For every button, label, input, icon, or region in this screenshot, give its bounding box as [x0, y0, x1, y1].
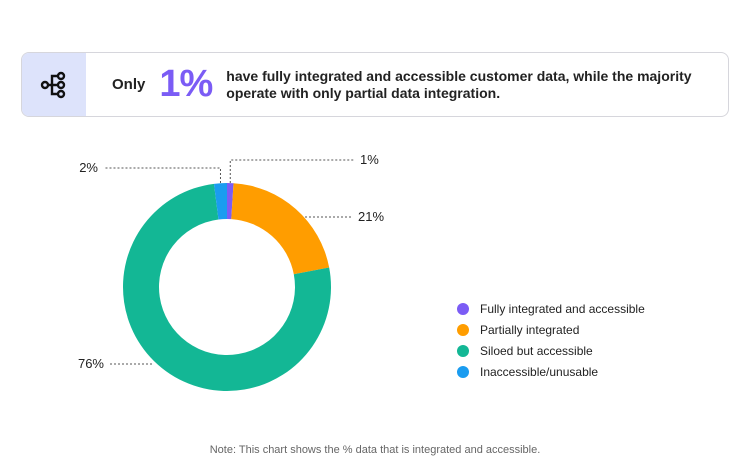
legend-swatch — [457, 365, 469, 378]
hierarchy-icon — [22, 53, 86, 116]
donut-slice — [227, 183, 234, 220]
data-label: 76% — [78, 356, 104, 371]
headline-banner: Only 1% have fully integrated and access… — [21, 52, 729, 117]
legend-swatch — [457, 302, 469, 315]
legend-item: Inaccessible/unusable — [457, 361, 645, 382]
donut-slice — [213, 183, 227, 220]
banner-prefix: Only — [112, 76, 146, 93]
legend-label: Partially integrated — [480, 322, 580, 337]
legend-label: Inaccessible/unusable — [480, 364, 599, 379]
data-label: 2% — [79, 160, 98, 175]
legend-swatch — [457, 323, 469, 336]
legend-item: Partially integrated — [457, 319, 645, 340]
legend-label: Siloed but accessible — [480, 343, 593, 358]
banner-highlight: 1% — [159, 63, 213, 105]
legend-item: Siloed but accessible — [457, 340, 645, 361]
legend-swatch — [457, 344, 469, 357]
leader-line — [104, 167, 221, 183]
banner-text: have fully integrated and accessible cus… — [226, 67, 692, 101]
donut-slice — [231, 183, 330, 275]
legend-label: Fully integrated and accessible — [480, 301, 645, 316]
data-label: 1% — [360, 152, 379, 167]
data-label: 21% — [358, 209, 384, 224]
legend: Fully integrated and accessible Partially… — [457, 298, 645, 382]
legend-item: Fully integrated and accessible — [457, 298, 645, 319]
chart-note: Note: This chart shows the % data that i… — [209, 444, 541, 456]
donut-slice — [123, 183, 332, 391]
leader-line — [229, 159, 355, 183]
